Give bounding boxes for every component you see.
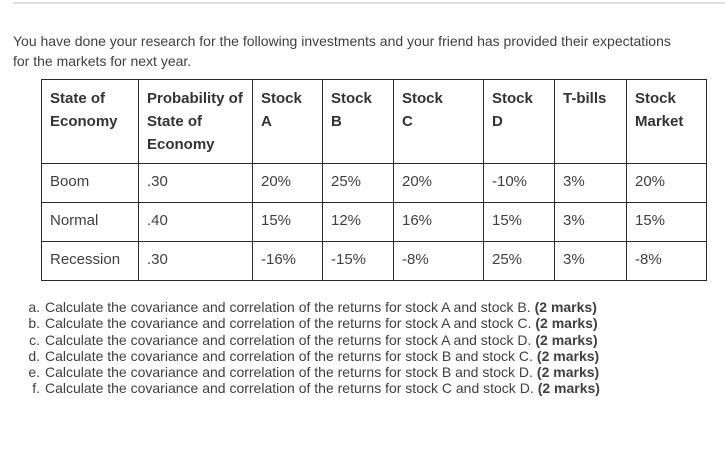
question-item-b: b. Calculate the covariance and correlat… [26,315,725,331]
cell-probability: .30 [138,163,253,203]
question-text: Calculate the covariance and correlation… [45,299,531,315]
cell-stock-d: 15% [483,202,555,242]
question-item-f: f. Calculate the covariance and correlat… [26,380,725,396]
question-marker: d. [28,347,40,364]
question-item-e: e. Calculate the covariance and correlat… [26,364,725,380]
cell-probability: .30 [138,241,253,281]
header-line: C [402,113,413,130]
cell-stock-d: 25% [483,241,555,281]
question-body: Calculate the covariance and correlation… [45,299,597,315]
question-marker: b. [28,315,40,332]
header-line: Stock [492,90,533,107]
top-divider [13,2,725,4]
header-line: Market [635,113,684,130]
question-marks: (2 marks) [536,347,600,364]
question-text: Calculate the covariance and correlation… [45,331,532,348]
intro-line: You have done your research for the foll… [13,33,671,49]
intro-line: for the markets for next year. [13,53,192,69]
question-body: Calculate the covariance and correlation… [45,348,599,364]
question-body: Calculate the covariance and correlation… [45,315,598,331]
question-body: Calculate the covariance and correlation… [45,364,599,380]
question-marks: (2 marks) [535,315,598,332]
question-marks: (2 marks) [536,364,600,381]
header-line: Stock [331,90,372,107]
header-stock-market: Stock Market [626,79,707,164]
header-stock-c: Stock C [393,79,484,164]
question-item-a: a. Calculate the covariance and correlat… [26,299,725,315]
intro-paragraph: You have done your research for the foll… [13,31,712,71]
cell-state: Normal [41,202,139,242]
question-marker: e. [28,364,40,381]
header-stock-b: Stock B [322,79,394,164]
questions-list: a. Calculate the covariance and correlat… [26,299,725,397]
cell-stock-c: 20% [393,163,484,203]
cell-stock-b: 12% [322,202,394,242]
cell-state: Recession [41,241,139,281]
page: You have done your research for the foll… [0,2,725,397]
table-row-recession: Recession .30 -16% -15% -8% 25% 3% -8% [41,241,707,281]
question-item-c: c. Calculate the covariance and correlat… [26,332,725,348]
cell-stock-a: -16% [252,241,323,281]
investments-table: State of Economy Probability of State of… [41,79,707,281]
header-line: T-bills [563,90,607,107]
question-marks: (2 marks) [534,299,597,315]
header-stock-d: Stock D [483,79,555,164]
question-body: Calculate the covariance and correlation… [45,332,598,348]
cell-t-bills: 3% [554,202,627,242]
header-line: State of [50,90,106,107]
cell-stock-d: -10% [483,163,555,203]
question-marker: a. [28,299,40,315]
cell-t-bills: 3% [554,163,627,203]
cell-stock-market: 20% [626,163,707,203]
header-state-of-economy: State of Economy [41,79,139,164]
cell-stock-a: 20% [252,163,323,203]
header-line: Economy [147,136,215,153]
cell-t-bills: 3% [554,241,627,281]
cell-stock-b: -15% [322,241,394,281]
question-marker: f. [32,380,40,397]
header-line: Stock [402,90,443,107]
cell-stock-c: -8% [393,241,484,281]
header-line: B [331,113,342,130]
question-text: Calculate the covariance and correlation… [45,347,533,364]
cell-stock-market: 15% [626,202,707,242]
question-text: Calculate the covariance and correlation… [45,380,534,397]
header-stock-a: Stock A [252,79,323,164]
header-t-bills: T-bills [554,79,627,164]
header-line: Stock [261,90,302,107]
header-line: A [261,113,272,130]
header-line: D [492,113,503,130]
table-header-row: State of Economy Probability of State of… [41,79,707,164]
cell-stock-c: 16% [393,202,484,242]
header-probability: Probability of State of Economy [138,79,253,164]
question-marks: (2 marks) [537,380,600,397]
cell-probability: .40 [138,202,253,242]
cell-stock-b: 25% [322,163,394,203]
question-marks: (2 marks) [535,331,598,348]
question-text: Calculate the covariance and correlation… [45,364,533,381]
header-line: Economy [50,113,118,130]
question-marker: c. [29,331,40,348]
cell-state: Boom [41,163,139,203]
header-line: Probability of [147,90,243,107]
table-row-boom: Boom .30 20% 25% 20% -10% 3% 20% [41,163,707,203]
question-item-d: d. Calculate the covariance and correlat… [26,348,725,364]
question-body: Calculate the covariance and correlation… [45,380,600,396]
question-text: Calculate the covariance and correlation… [45,315,532,332]
cell-stock-market: -8% [626,241,707,281]
table-row-normal: Normal .40 15% 12% 16% 15% 3% 15% [41,202,707,242]
cell-stock-a: 15% [252,202,323,242]
header-line: State of [147,113,203,130]
header-line: Stock [635,90,676,107]
